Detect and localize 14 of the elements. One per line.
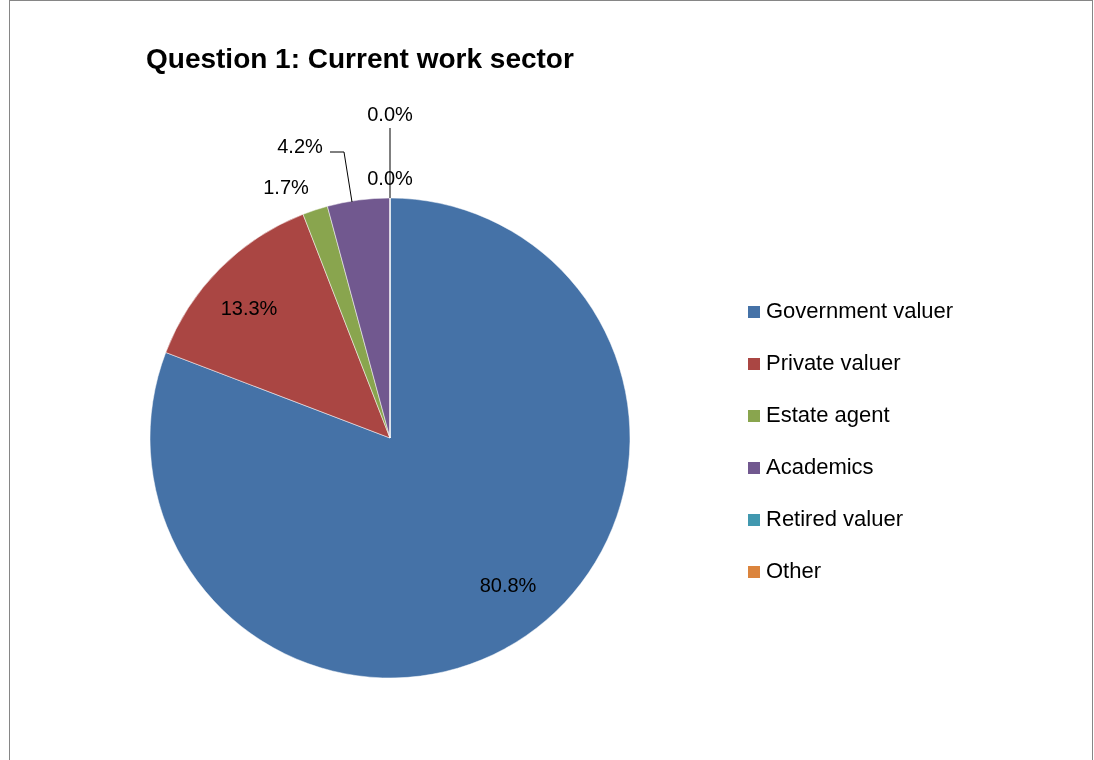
- data-label: 13.3%: [220, 297, 278, 320]
- legend-label: Government valuer: [766, 297, 954, 323]
- data-label: 1.7%: [263, 176, 310, 199]
- pie-slice: [149, 197, 630, 679]
- data-label: 80.8%: [479, 574, 537, 597]
- legend-label: Other: [766, 557, 822, 583]
- text: 0.0%: [367, 167, 413, 190]
- text: 0.0%: [367, 103, 413, 126]
- legend-label: Retired valuer: [766, 505, 903, 531]
- legend-label: Estate agent: [766, 401, 890, 427]
- chart-title: Question 1: Current work sector: [146, 43, 574, 74]
- data-label: 4.2%: [277, 135, 324, 158]
- legend-label: Private valuer: [766, 349, 901, 375]
- legend-label: Academics: [766, 453, 874, 479]
